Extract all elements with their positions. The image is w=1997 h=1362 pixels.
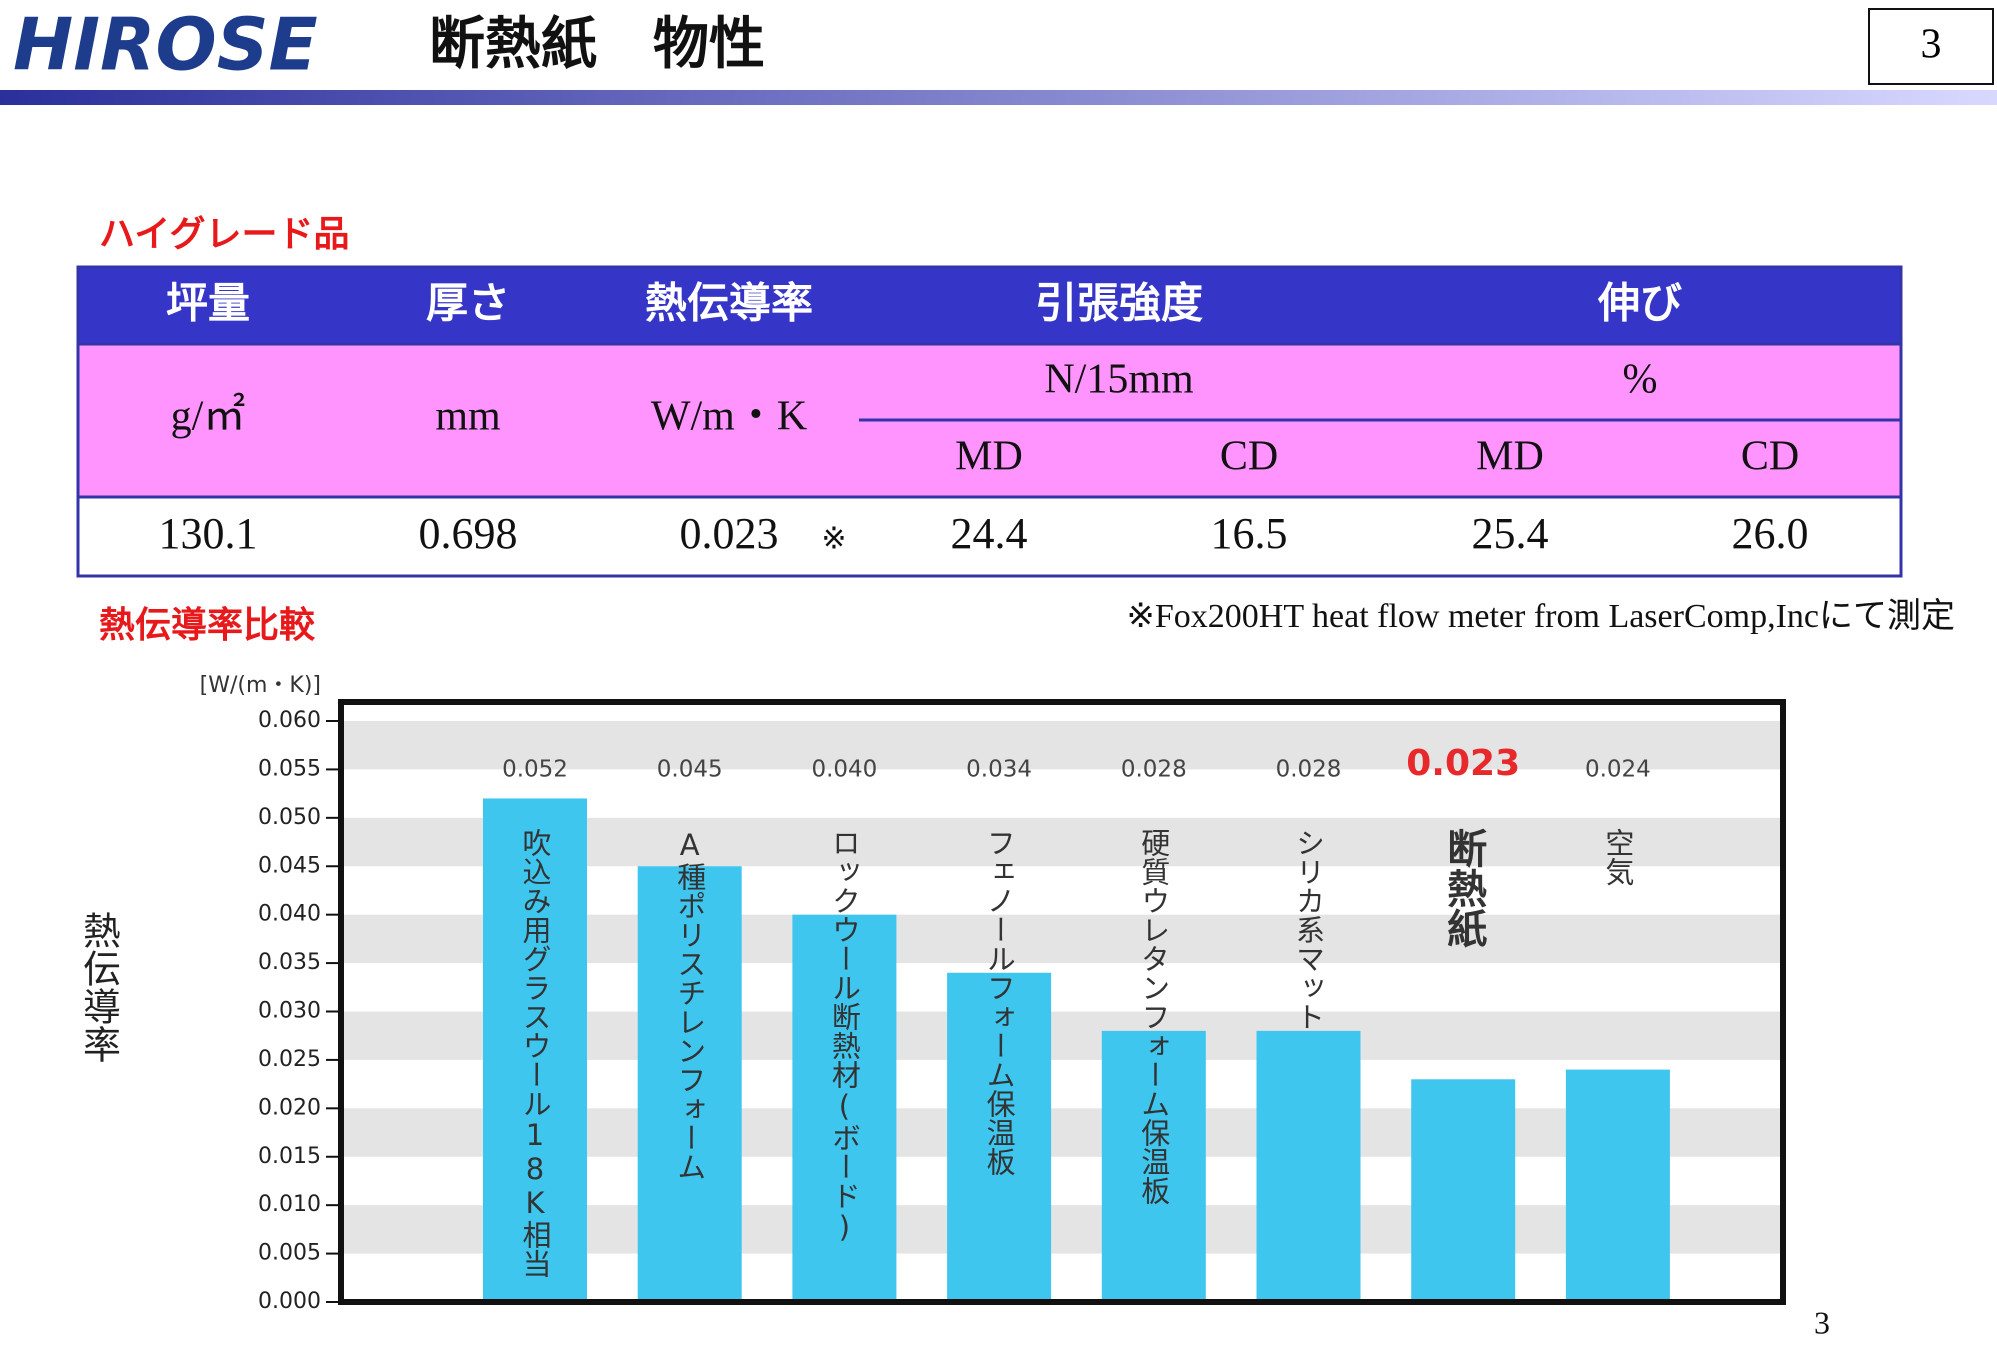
- table-cell: 24.4: [951, 509, 1028, 558]
- y-tick-label: 0.025: [258, 1047, 321, 1072]
- column-header: 伸び: [1597, 279, 1682, 328]
- table-cell: 26.0: [1732, 509, 1809, 558]
- table-cell: 0.023: [680, 509, 779, 558]
- table: 坪量 厚さ 熱伝導率 引張強度 伸び g/㎡ mm W/m・K N/15mm % MD CD MD CD 1…: [76, 265, 1903, 578]
- y-unit: [W/(m・K)]: [200, 673, 321, 698]
- column-header: 熱伝導率: [645, 279, 813, 328]
- category-label: フェノールフォーム保温板: [982, 828, 1016, 1176]
- y-tick-label: 0.020: [258, 1095, 321, 1120]
- column-header: 坪量: [166, 279, 250, 328]
- page-box-number: 3: [1921, 22, 1942, 68]
- chart-title: 熱伝導率比較: [99, 605, 316, 646]
- bar: [1411, 1079, 1516, 1302]
- category-label: シリカ系マット: [1292, 828, 1326, 1031]
- logo: HIROSE: [13, 3, 318, 87]
- unit-label: %: [1623, 357, 1658, 403]
- value-label: 0.028: [1276, 757, 1342, 783]
- y-tick-label: 0.035: [258, 950, 321, 975]
- value-label: 0.052: [502, 757, 568, 783]
- column-header: 引張強度: [1035, 279, 1203, 328]
- value-label: 0.040: [811, 757, 877, 783]
- table-cell: 0.698: [419, 509, 518, 558]
- sub-header: MD: [955, 434, 1023, 480]
- sub-header: CD: [1220, 434, 1278, 480]
- unit-label: W/m・K: [651, 394, 807, 440]
- page-box: [1868, 8, 1994, 85]
- sub-header: MD: [1476, 434, 1544, 480]
- y-axis-label: 熱伝導率: [77, 911, 121, 1063]
- table-caption: ハイグレード品: [99, 214, 350, 255]
- y-tick-label: 0.040: [258, 902, 321, 927]
- row-note: ※: [821, 522, 846, 557]
- page-number: 3: [1814, 1304, 1830, 1340]
- value-label: 0.045: [657, 757, 723, 783]
- y-tick-label: 0.055: [258, 756, 321, 781]
- y-tick-label: 0.030: [258, 999, 321, 1024]
- category-label: 空気: [1601, 828, 1635, 886]
- sub-header: CD: [1741, 434, 1799, 480]
- header-rule: [0, 90, 1997, 105]
- y-tick-label: 0.015: [258, 1144, 321, 1169]
- value-label: 0.023: [1406, 743, 1520, 784]
- table-cell: 25.4: [1472, 509, 1549, 558]
- category-label: 硬質ウレタンフォーム保温板: [1137, 828, 1171, 1205]
- unit-label: mm: [435, 394, 501, 440]
- bar: [792, 914, 897, 1302]
- data-row: [78, 497, 1901, 576]
- grid-band: [344, 721, 1780, 770]
- bar: [1256, 1030, 1361, 1302]
- y-tick-label: 0.005: [258, 1241, 321, 1266]
- unit-label: N/15mm: [1044, 357, 1194, 403]
- table-cell: 16.5: [1211, 509, 1288, 558]
- header-row: [78, 267, 1901, 344]
- table-cell: 130.1: [159, 509, 258, 558]
- category-label: 断熱紙: [1440, 828, 1487, 948]
- category-label: 吹込み用グラスウール18K相当: [518, 828, 552, 1278]
- category-label: ロックウール断熱材(ボード): [827, 828, 861, 1244]
- bar: [483, 798, 587, 1302]
- y-tick-label: 0.000: [258, 1289, 321, 1314]
- value-label: 0.028: [1121, 757, 1187, 783]
- category-label: A種ポリスチレンフォーム: [673, 828, 707, 1181]
- column-header: 厚さ: [426, 279, 510, 328]
- y-tick-label: 0.050: [258, 805, 321, 830]
- bar: [947, 972, 1052, 1302]
- bar: [1565, 1069, 1670, 1302]
- value-label: 0.024: [1585, 757, 1651, 783]
- bar: [1101, 1030, 1206, 1302]
- y-tick-label: 0.060: [258, 708, 321, 733]
- plot-frame: [338, 699, 1786, 1305]
- measurement-note: ※Fox200HT heat flow meter from LaserComp…: [1126, 597, 1955, 635]
- slide-title: 断熱紙 物性: [429, 12, 765, 77]
- y-tick-label: 0.045: [258, 853, 321, 878]
- bar: [637, 866, 742, 1302]
- y-tick-label: 0.010: [258, 1192, 321, 1217]
- value-label: 0.034: [966, 757, 1032, 783]
- unit-label: g/㎡: [171, 393, 246, 440]
